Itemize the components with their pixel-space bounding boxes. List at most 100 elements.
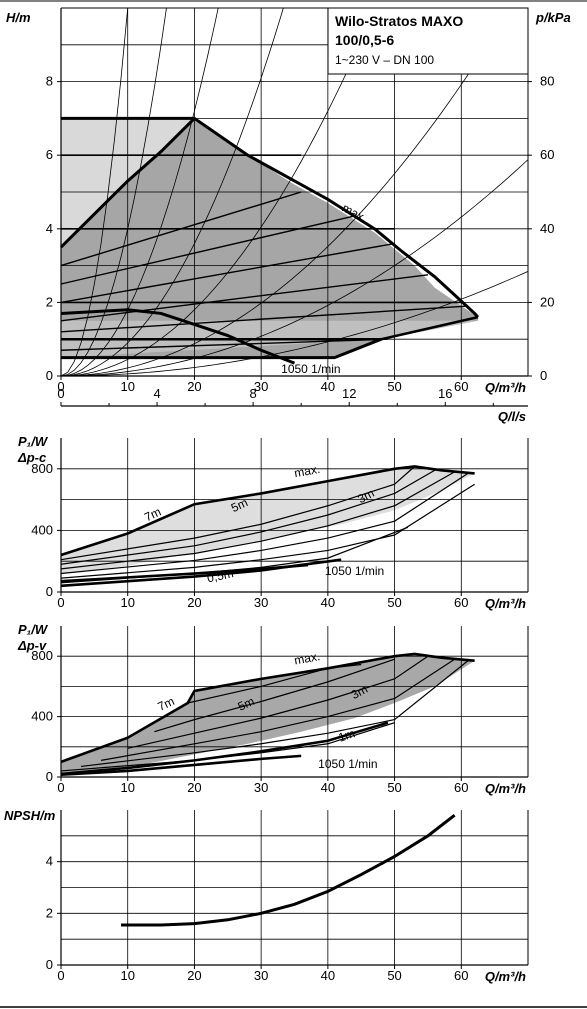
system-curve — [61, 8, 167, 376]
y-tick-label: 800 — [31, 648, 53, 663]
y-tick-label: 8 — [46, 74, 53, 89]
right-tick-label: 80 — [540, 74, 554, 89]
control-curve — [100, 658, 455, 761]
control-curve — [60, 472, 469, 575]
x-tick-label: 10 — [120, 379, 134, 394]
curve-label: 3m — [349, 682, 370, 702]
curve-label: 5m — [236, 694, 257, 714]
variable-pressure-line — [60, 274, 429, 322]
low-power-curve — [60, 558, 342, 588]
curve-label: 7m — [142, 505, 163, 525]
variable-pressure-line — [60, 242, 395, 304]
x-tick-label: 30 — [254, 968, 268, 983]
y-tick-label: 4 — [46, 854, 53, 869]
system-curve — [61, 271, 528, 376]
variable-pressure-line — [60, 215, 355, 285]
power-area — [61, 466, 475, 574]
curve-label: 1050 1/min — [318, 757, 377, 771]
x-axis-label: Q/m³/h — [485, 969, 526, 984]
y-tick-label: 0 — [46, 368, 53, 383]
npsh-chart: 0 10 20 30 40 50 60 0 2 4 Q/m³/h NPSH/m — [4, 808, 529, 984]
control-curve — [60, 722, 395, 772]
low-power-curve — [60, 754, 302, 777]
variable-pressure-line — [60, 191, 302, 267]
curve-label: 5m — [229, 495, 250, 515]
x-tick-label: 30 — [254, 379, 268, 394]
y-tick-label: 400 — [31, 522, 53, 537]
y-tick-label: 6 — [46, 147, 53, 162]
x-tick-label: 0 — [57, 379, 64, 394]
x2-tick-label: 0 — [57, 386, 64, 401]
x-tick-label: 50 — [387, 780, 401, 795]
x-tick-label: 0 — [57, 595, 64, 610]
system-curves — [61, 8, 528, 376]
x2-tick-label: 4 — [153, 386, 160, 401]
product-title: Wilo-Stratos MAXO — [335, 13, 463, 29]
product-subtitle: 1~230 V – DN 100 — [335, 53, 434, 67]
x-tick-label: 60 — [454, 379, 468, 394]
control-curve — [60, 471, 455, 570]
control-curve — [127, 655, 429, 749]
curve-label: 0,5m — [206, 566, 235, 585]
y-tick-label: 400 — [31, 709, 53, 724]
right-tick-label: 0 — [540, 368, 547, 383]
system-curve — [61, 8, 512, 376]
x-tick-label: 50 — [387, 379, 401, 394]
x2-tick-label: 8 — [250, 386, 257, 401]
control-curve — [60, 466, 415, 561]
y-axis-label: P₁/W — [18, 622, 49, 637]
x2-tick-label: 12 — [342, 386, 356, 401]
y-tick-label: 0 — [46, 769, 53, 784]
min-speed-curve — [60, 308, 296, 365]
system-curve — [61, 8, 219, 376]
x-tick-label: 10 — [120, 780, 134, 795]
y-tick-label: 0 — [46, 584, 53, 599]
x-tick-label: 50 — [387, 968, 401, 983]
x-tick-label: 40 — [321, 379, 335, 394]
y-axis-label: NPSH/m — [4, 808, 56, 823]
x-axis-label: Q/m³/h — [485, 781, 526, 796]
x-tick-label: 10 — [120, 968, 134, 983]
variable-pressure-line — [60, 338, 388, 351]
x-tick-label: 60 — [454, 595, 468, 610]
power-area — [61, 653, 475, 773]
right-tick-label: 20 — [540, 294, 554, 309]
variable-pressure-line — [60, 305, 469, 333]
system-curve — [61, 8, 376, 376]
system-curve — [61, 159, 528, 376]
min-curve — [61, 337, 382, 360]
x-tick-label: 10 — [120, 595, 134, 610]
product-model: 100/0,5-6 — [335, 32, 394, 48]
curve-label: max. — [293, 462, 321, 480]
curve-label: 7m — [156, 694, 177, 714]
x-axis-label: Q/m³/h — [485, 380, 526, 395]
y-right-axis-label: p/kPa — [535, 10, 571, 25]
max-curve — [59, 116, 480, 319]
x-tick-label: 60 — [454, 968, 468, 983]
x-tick-label: 0 — [57, 968, 64, 983]
y-tick-label: 2 — [46, 905, 53, 920]
y-axis-label: P₁/W — [18, 434, 49, 449]
y-tick-label: 4 — [46, 221, 53, 236]
secondary-x-axis-label: Q/l/s — [498, 409, 526, 424]
title-box — [327, 7, 529, 75]
curve-label: max. — [293, 649, 321, 667]
right-tick-label: 60 — [540, 147, 554, 162]
control-curve — [60, 483, 475, 579]
operating-area — [61, 118, 478, 358]
x-tick-label: 50 — [387, 595, 401, 610]
y-tick-label: 0 — [46, 957, 53, 972]
control-mode-label: Δp-v — [17, 638, 47, 653]
npsh-curve — [121, 813, 456, 927]
power-dpc-chart: max. 7m 5m 3m 0,5m 1050 1/min 0 10 20 30 40 50 60 0 40… — [17, 434, 529, 611]
curve-label: 1050 1/min — [325, 564, 384, 578]
x-tick-label: 40 — [321, 968, 335, 983]
right-tick-label: 40 — [540, 221, 554, 236]
x-tick-label: 20 — [187, 968, 201, 983]
x-tick-label: 0 — [57, 780, 64, 795]
max-power-curve — [60, 652, 475, 764]
control-curve — [80, 660, 469, 768]
speed-label: 1050 1/min — [281, 362, 340, 376]
